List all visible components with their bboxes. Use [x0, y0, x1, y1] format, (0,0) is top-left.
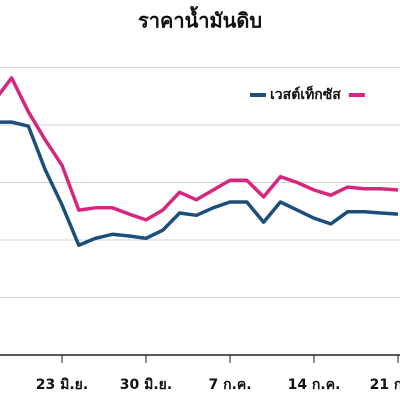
- legend-label: เวสต์เท็กซัส: [270, 85, 341, 103]
- series-line: [0, 120, 399, 247]
- chart-title: ราคาน้ำมันดิบ: [138, 6, 262, 33]
- x-tick-label: 21 ก: [370, 377, 400, 393]
- x-tick-label: 30 มิ.ย.: [120, 377, 172, 393]
- x-tick-label: 14 ก.ค.: [288, 377, 341, 393]
- series-line: [0, 76, 399, 222]
- x-tick-label: 23 มิ.ย.: [36, 377, 88, 393]
- x-tick-label: 7 ก.ค.: [208, 377, 251, 393]
